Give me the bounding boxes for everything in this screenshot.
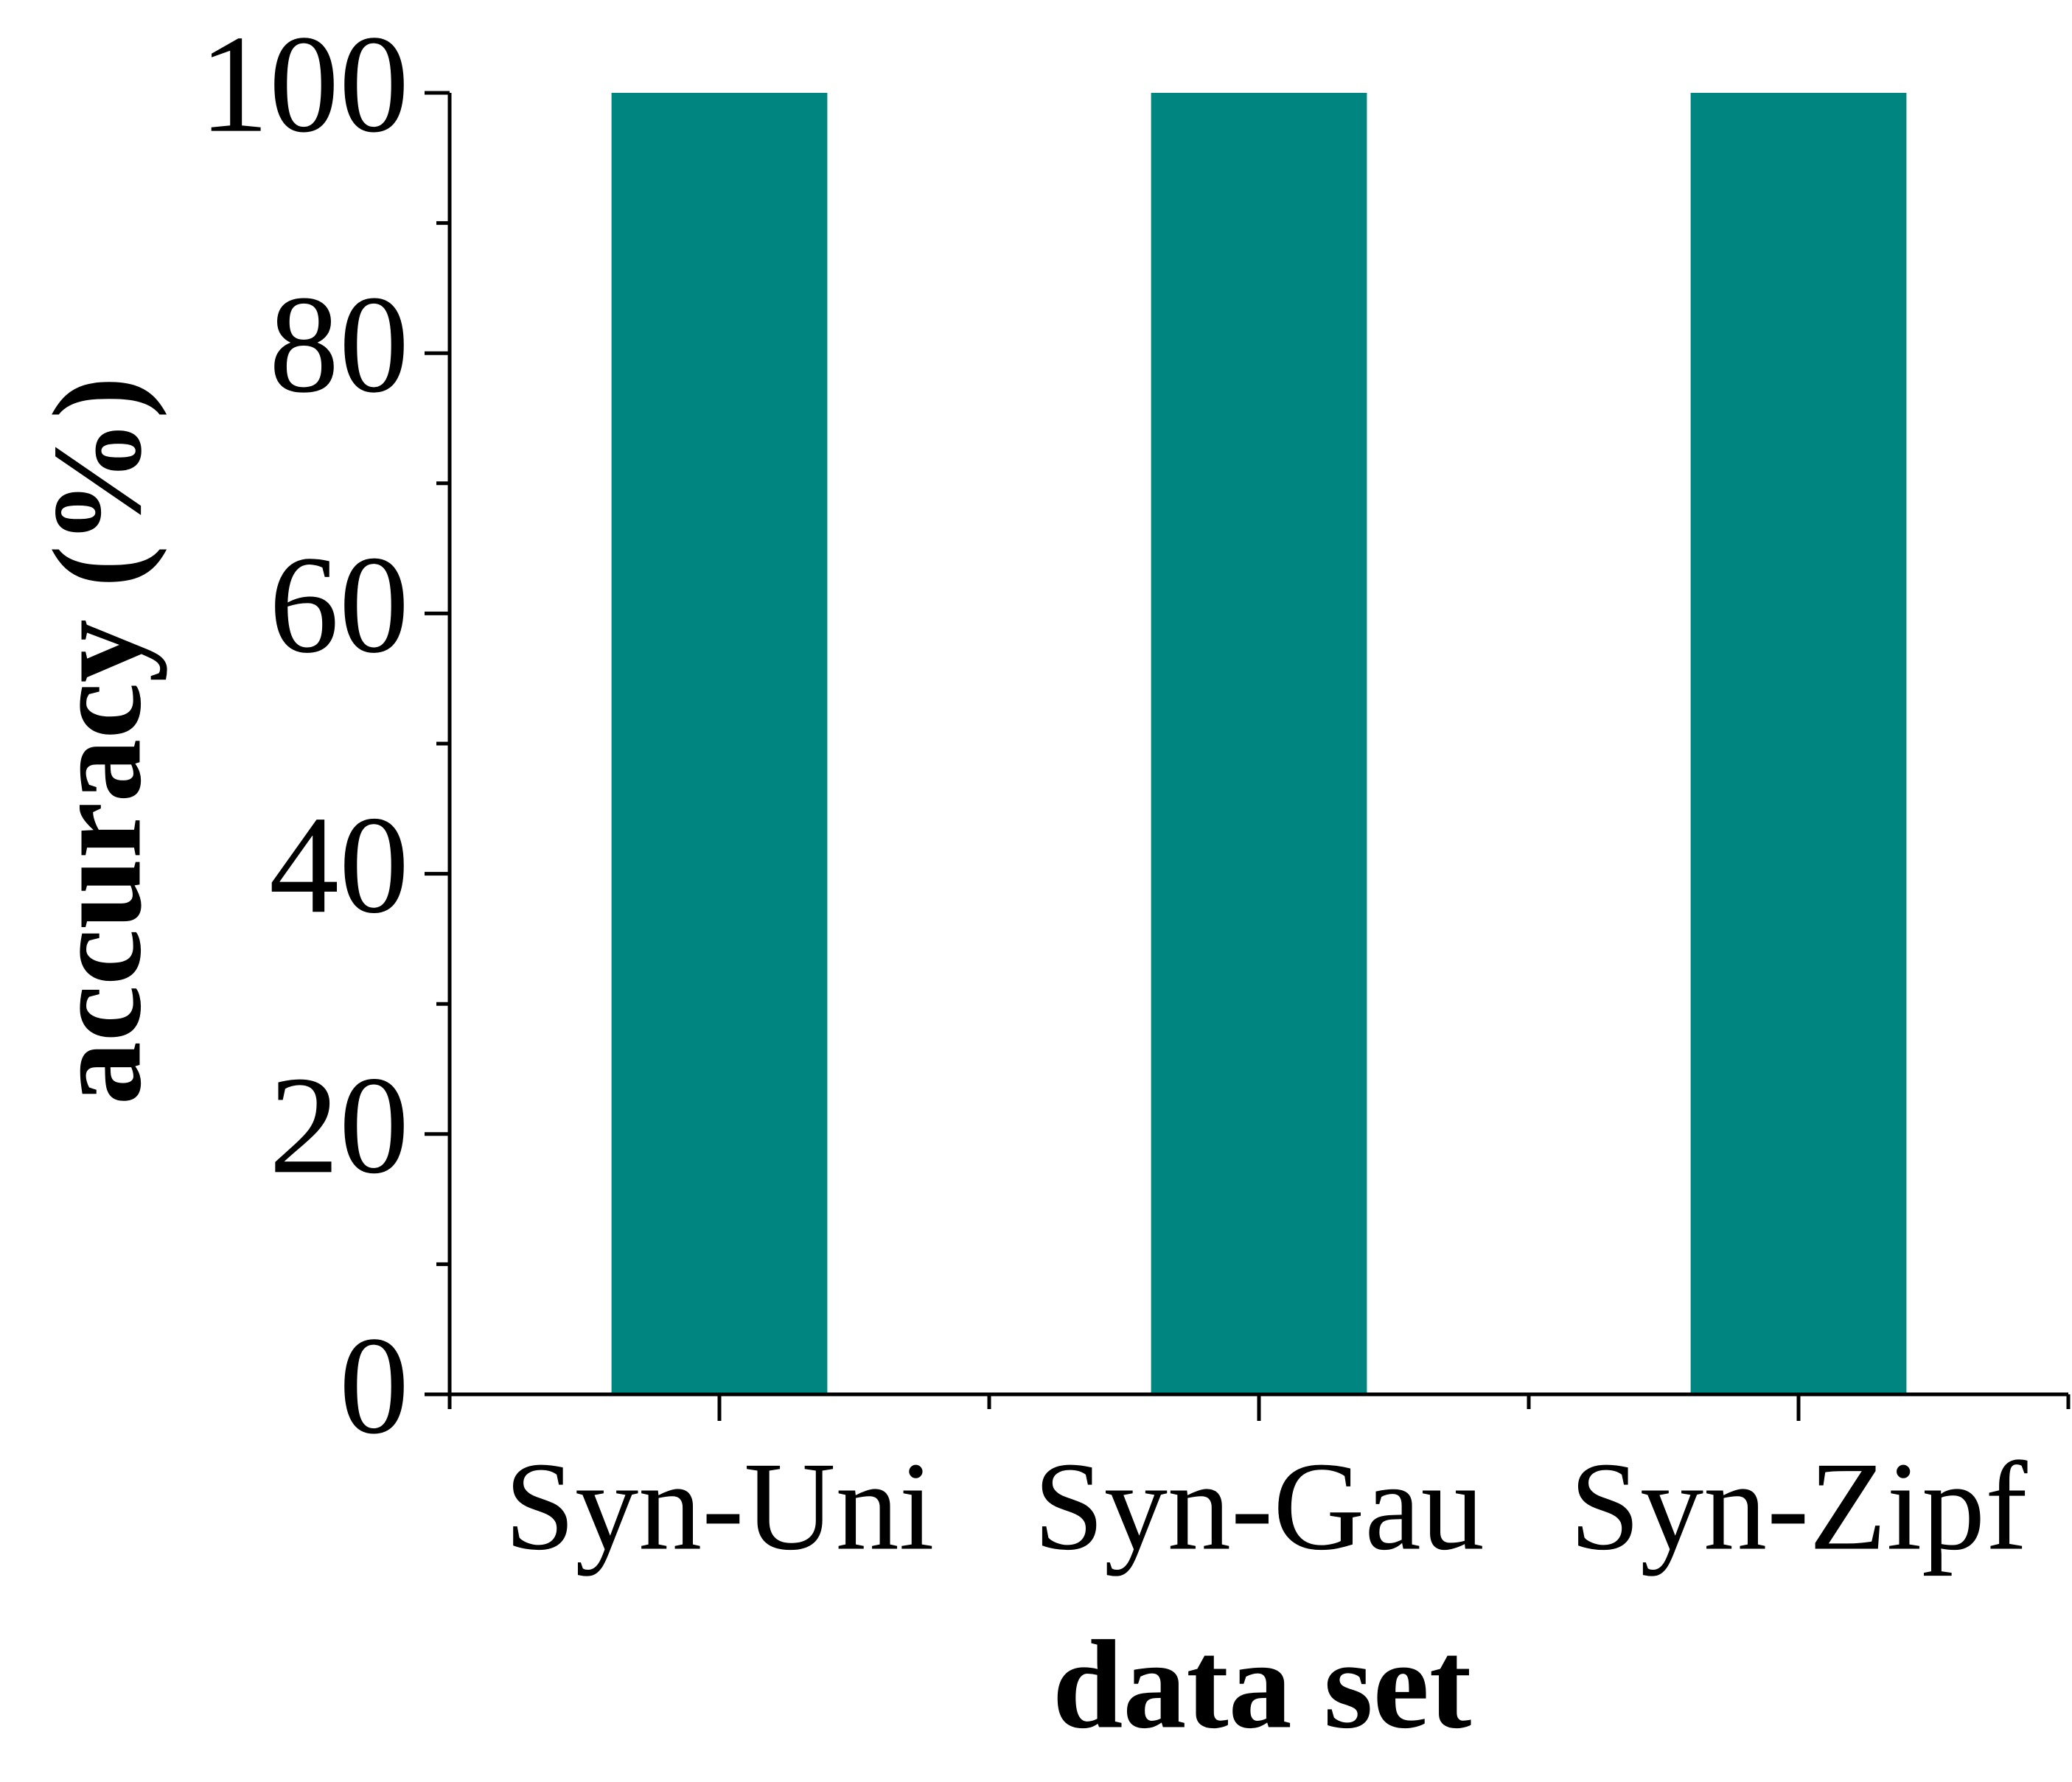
bar [611,93,828,1394]
y-tick-label: 100 [199,7,409,162]
y-axis-title: accuracy (%) [27,377,167,1105]
y-tick-label: 0 [339,1309,409,1464]
x-tick-label: Syn-Uni [505,1436,935,1576]
y-tick-label: 20 [269,1048,409,1203]
bar [1151,93,1367,1394]
x-tick-label: Syn-Gau [1033,1436,1485,1576]
y-tick-label: 60 [269,528,409,682]
bar [1690,93,1907,1394]
x-tick-label: Syn-Zipf [1569,1436,2028,1576]
x-axis-title: data set [1053,1615,1472,1755]
y-tick-label: 80 [269,268,409,422]
y-tick-label: 40 [269,788,409,943]
